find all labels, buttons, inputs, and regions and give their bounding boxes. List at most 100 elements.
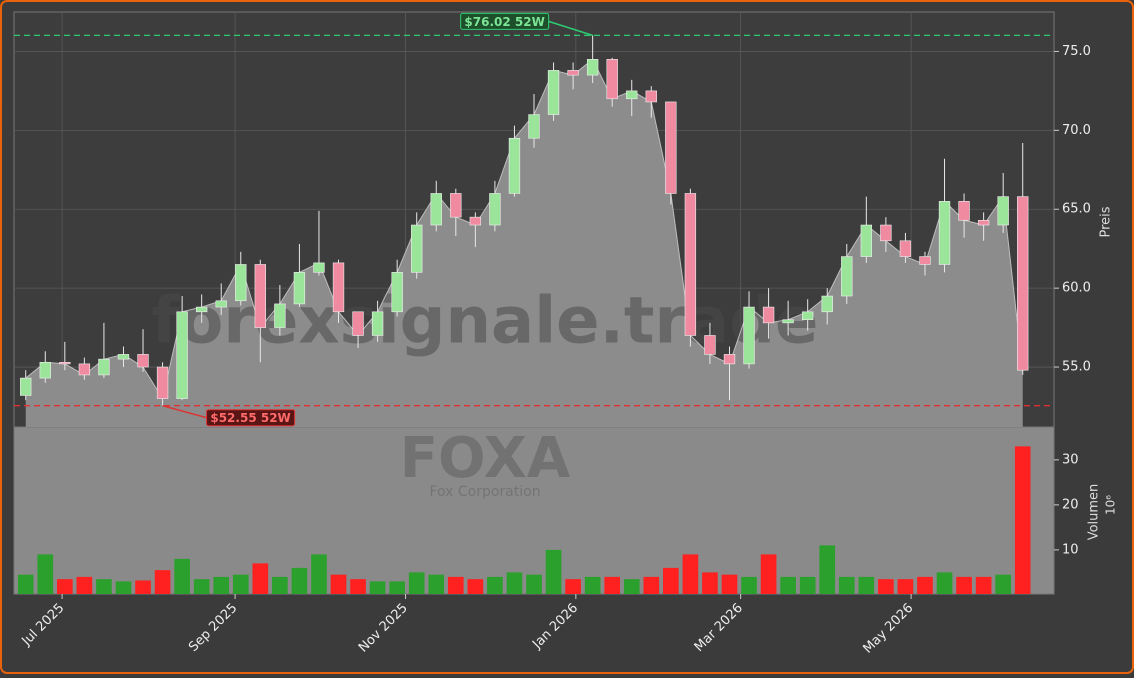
volume-bar (643, 576, 660, 594)
candle-body (919, 256, 931, 265)
candle-body (977, 219, 990, 226)
candle-body (743, 306, 755, 365)
volume-bar (115, 581, 132, 594)
volume-y-tick-label: 20 (1062, 497, 1079, 512)
volume-bar (408, 572, 425, 594)
candle-body (508, 137, 521, 194)
candle-body (821, 295, 833, 313)
y-tick-label: 70.0 (1062, 123, 1091, 138)
volume-bar (487, 576, 503, 594)
volume-bar (17, 574, 34, 594)
y-tick-label: 65.0 (1062, 202, 1091, 217)
volume-bar (330, 574, 347, 594)
candle-body (313, 262, 325, 273)
volume-bar (917, 576, 933, 594)
volume-bar (897, 579, 914, 594)
candle-body (137, 354, 149, 368)
volume-bar (369, 581, 386, 594)
annotation-box (460, 12, 550, 30)
candle-body (958, 201, 970, 221)
volume-bar (819, 545, 836, 594)
volume-bar (135, 580, 151, 594)
candle-body (567, 70, 579, 76)
candle-body (684, 193, 697, 336)
y-tick-label: 60.0 (1062, 281, 1091, 296)
volume-bar (467, 579, 484, 594)
volume-bar (311, 554, 327, 594)
candle-body (645, 90, 657, 103)
volume-y-tick-label: 10 (1062, 542, 1079, 557)
volume-bar (799, 576, 816, 594)
volume-axis-label: Volumen (1087, 484, 1102, 541)
candle-body (860, 224, 873, 257)
annotation-label: $76.02 52W (464, 15, 544, 29)
volume-bar (57, 579, 73, 594)
volume-bar (936, 572, 953, 594)
volume-bar (37, 554, 54, 594)
candle-body (98, 358, 110, 376)
candle-body (782, 319, 794, 324)
candle-body (469, 216, 482, 226)
candle-body (528, 114, 540, 139)
volume-bar (623, 579, 640, 594)
volume-bar (721, 574, 738, 594)
company-watermark: Fox Corporation (429, 484, 540, 500)
volume-bar (154, 570, 171, 594)
volume-bar (350, 579, 366, 594)
close-line (25, 58, 1024, 400)
volume-bar (232, 574, 249, 594)
candle-body (665, 101, 677, 194)
volume-bar (193, 579, 210, 594)
volume-bar (995, 574, 1011, 594)
volume-y-tick-label: 30 (1062, 452, 1079, 467)
candle-body (938, 201, 951, 265)
volume-bar (584, 576, 601, 594)
candle-body (606, 59, 618, 100)
volume-bar (545, 549, 562, 594)
volume-bar (96, 579, 112, 594)
candle-body (430, 193, 442, 226)
candle-body (274, 303, 286, 328)
candle-body (254, 264, 266, 328)
annotation-box (206, 409, 296, 427)
candle-body (352, 311, 364, 336)
volume-bar (447, 576, 464, 594)
candle-body (117, 354, 130, 360)
candle-body (411, 224, 423, 273)
volume-bar (956, 576, 972, 594)
close-area (25, 59, 1023, 427)
candle-body (235, 264, 247, 302)
volume-bar (428, 574, 445, 594)
candle-body (450, 193, 462, 218)
volume-bar (272, 576, 288, 594)
candle-body (371, 311, 384, 336)
volume-bar (252, 563, 269, 594)
y-tick-label: 75.0 (1062, 44, 1091, 59)
candle-body (293, 272, 306, 305)
candle-body (997, 196, 1009, 226)
annotation-arrow (548, 20, 593, 37)
volume-bar (760, 554, 777, 594)
volume-bar (682, 554, 699, 594)
volume-bar (1014, 446, 1031, 594)
ticker-watermark: FOXA (400, 426, 571, 491)
volume-bar (526, 574, 542, 594)
candle-body (39, 362, 51, 379)
candle-body (547, 70, 560, 115)
candle-body (332, 262, 345, 313)
candle-body (626, 90, 638, 100)
candle-body (59, 362, 71, 365)
candle-body (899, 240, 912, 257)
candle-body (20, 377, 32, 396)
volume-bar (565, 579, 581, 594)
volume-bar (213, 576, 230, 594)
volume-bar (506, 572, 523, 594)
candle-body (1017, 196, 1029, 371)
volume-bar (663, 567, 679, 594)
watermark: forexsignale.trade (152, 285, 819, 359)
candle-body (841, 256, 853, 297)
volume-exponent: 10⁶ (1104, 495, 1118, 515)
volume-bar (291, 567, 308, 594)
candle-body (156, 366, 169, 399)
